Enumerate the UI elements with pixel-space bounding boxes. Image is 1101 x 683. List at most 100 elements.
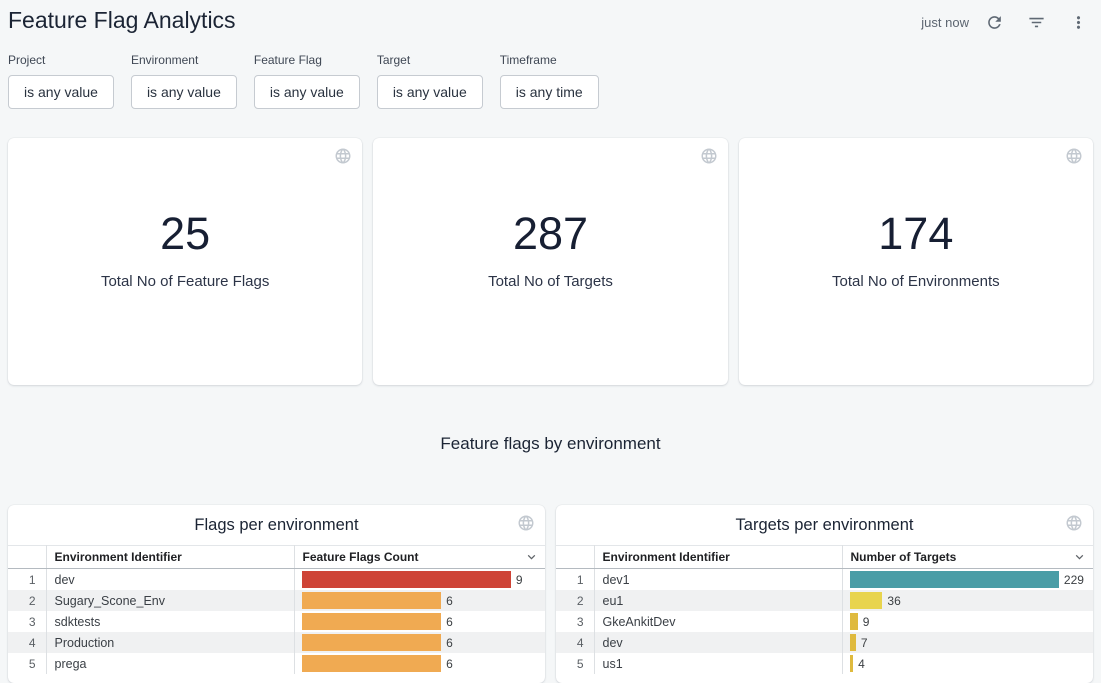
- chevron-down-icon[interactable]: [1072, 550, 1087, 565]
- filter-value-button-target[interactable]: is any value: [377, 75, 483, 109]
- stat-label: Total No of Targets: [488, 273, 613, 290]
- filter-label: Timeframe: [500, 53, 599, 67]
- top-bar: Feature Flag Analytics just now: [0, 0, 1101, 44]
- more-options-button[interactable]: [1063, 9, 1093, 35]
- bar-value-label: 6: [446, 636, 453, 650]
- dashboard-filters-button[interactable]: [1021, 9, 1051, 35]
- globe-icon: [517, 514, 535, 537]
- table-row: 1dev1 229: [556, 569, 1093, 591]
- last-refreshed-label: just now: [921, 15, 969, 30]
- bar-cell: 4: [842, 653, 1093, 674]
- col-header-number-of-targets[interactable]: Number of Targets: [842, 546, 1093, 569]
- environment-identifier-cell: eu1: [594, 590, 842, 611]
- col-header-feature-flags-count[interactable]: Feature Flags Count: [294, 546, 545, 569]
- table-row: 3GkeAnkitDev9: [556, 611, 1093, 632]
- bar-cell: 6: [294, 590, 545, 611]
- bar-value-label: 9: [516, 573, 523, 587]
- filter-group-environment: Environment is any value: [131, 53, 237, 109]
- value-bar: [302, 613, 442, 630]
- table-title: Targets per environment: [736, 516, 914, 535]
- value-bar: [302, 634, 442, 651]
- chevron-down-icon[interactable]: [524, 550, 539, 565]
- globe-icon: [700, 147, 718, 170]
- kebab-menu-icon: [1069, 13, 1088, 32]
- row-index: 4: [556, 632, 594, 653]
- table-title-bar: Flags per environment: [8, 505, 545, 545]
- col-header-label: Number of Targets: [851, 550, 957, 564]
- table-header-row: Environment Identifier Feature Flags Coun…: [8, 546, 545, 569]
- bar-value-label: 6: [446, 657, 453, 671]
- row-index: 1: [556, 569, 594, 591]
- filter-value-button-feature-flag[interactable]: is any value: [254, 75, 360, 109]
- stat-label: Total No of Feature Flags: [101, 273, 269, 290]
- bar-cell: 7: [842, 632, 1093, 653]
- environment-identifier-cell: us1: [594, 653, 842, 674]
- stat-card-total-no-of-feature-flags: 25 Total No of Feature Flags: [8, 138, 362, 385]
- stat-label: Total No of Environments: [832, 273, 1000, 290]
- filter-value-button-timeframe[interactable]: is any time: [500, 75, 599, 109]
- value-bar: [850, 592, 883, 609]
- table-header-row: Environment Identifier Number of Targets: [556, 546, 1093, 569]
- globe-icon: [1065, 147, 1083, 170]
- bar-value-label: 36: [887, 594, 900, 608]
- table-row: 3sdktests 6: [8, 611, 545, 632]
- top-bar-actions: just now: [921, 9, 1093, 35]
- bar-cell: 9: [842, 611, 1093, 632]
- environment-identifier-cell: prega: [46, 653, 294, 674]
- bar-value-label: 4: [858, 657, 865, 671]
- row-index: 5: [556, 653, 594, 674]
- stat-card-total-no-of-environments: 174 Total No of Environments: [739, 138, 1093, 385]
- value-bar: [302, 655, 442, 672]
- filter-label: Feature Flag: [254, 53, 360, 67]
- bar-value-label: 6: [446, 615, 453, 629]
- col-header-label: Feature Flags Count: [303, 550, 419, 564]
- filter-value-button-environment[interactable]: is any value: [131, 75, 237, 109]
- col-header-row-number[interactable]: [556, 546, 594, 569]
- refresh-button[interactable]: [979, 9, 1009, 35]
- row-index: 3: [556, 611, 594, 632]
- value-bar: [302, 571, 511, 588]
- dashboard: Feature Flag Analytics just now Projecti…: [0, 0, 1101, 683]
- stat-value: 25: [160, 211, 210, 256]
- table-card-flags-per-environment: Flags per environment Environment Identif…: [8, 505, 545, 683]
- globe-icon: [334, 147, 352, 170]
- col-header-row-number[interactable]: [8, 546, 46, 569]
- environment-identifier-cell: Sugary_Scone_Env: [46, 590, 294, 611]
- col-header-environment-identifier[interactable]: Environment Identifier: [594, 546, 842, 569]
- environment-identifier-cell: dev1: [594, 569, 842, 591]
- filter-bar: Projectis any valueEnvironmentis any val…: [0, 44, 1101, 109]
- filter-list-icon: [1027, 13, 1046, 32]
- tables-row: Flags per environment Environment Identif…: [8, 505, 1093, 683]
- filter-group-timeframe: Timeframe is any time: [500, 53, 599, 109]
- table-row: 4Production6: [8, 632, 545, 653]
- bar-value-label: 6: [446, 594, 453, 608]
- data-table: Environment Identifier Number of Targets 1…: [556, 545, 1093, 674]
- value-bar: [850, 613, 858, 630]
- filter-label: Environment: [131, 53, 237, 67]
- bar-cell: 6: [294, 611, 545, 632]
- bar-value-label: 9: [863, 615, 870, 629]
- stat-value: 174: [878, 211, 953, 256]
- refresh-icon: [985, 13, 1004, 32]
- value-bar: [850, 655, 854, 672]
- environment-identifier-cell: dev: [46, 569, 294, 591]
- value-bar: [302, 592, 442, 609]
- filter-label: Target: [377, 53, 483, 67]
- stat-card-total-no-of-targets: 287Total No of Targets: [373, 138, 727, 385]
- bar-value-label: 229: [1064, 573, 1084, 587]
- filter-group-feature-flag: Feature Flag is any value: [254, 53, 360, 109]
- table-row: 1dev9: [8, 569, 545, 591]
- stat-cards-row: 25 Total No of Feature Flags 287Total No o…: [8, 138, 1093, 385]
- bar-cell: 6: [294, 632, 545, 653]
- table-title: Flags per environment: [194, 516, 358, 535]
- col-header-environment-identifier[interactable]: Environment Identifier: [46, 546, 294, 569]
- section-title: Feature flags by environment: [0, 434, 1101, 454]
- environment-identifier-cell: sdktests: [46, 611, 294, 632]
- table-card-targets-per-environment: Targets per environment Environment Ident…: [556, 505, 1093, 683]
- row-index: 2: [8, 590, 46, 611]
- filter-value-button-project[interactable]: is any value: [8, 75, 114, 109]
- row-index: 3: [8, 611, 46, 632]
- table-row: 5prega6: [8, 653, 545, 674]
- bar-cell: 229: [842, 569, 1093, 591]
- data-table: Environment Identifier Feature Flags Coun…: [8, 545, 545, 674]
